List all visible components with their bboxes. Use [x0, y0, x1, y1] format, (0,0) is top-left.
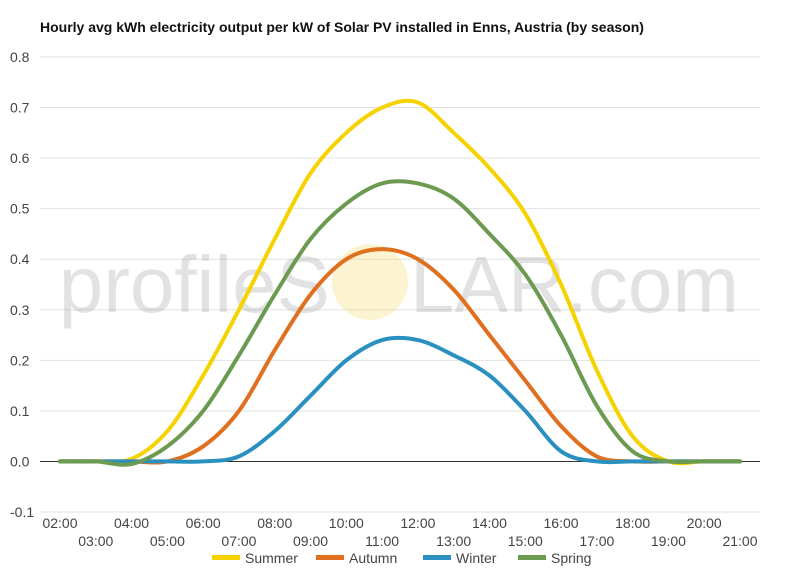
legend-swatch — [518, 555, 546, 560]
legend-item-winter: Winter — [423, 550, 497, 566]
y-tick-label: -0.1 — [10, 504, 34, 520]
x-tick-label: 09:00 — [293, 533, 328, 549]
x-tick-label: 21:00 — [722, 533, 757, 549]
legend-label: Spring — [551, 550, 591, 566]
watermark-sun-icon — [332, 244, 408, 320]
x-tick-label: 15:00 — [508, 533, 543, 549]
x-tick-label: 14:00 — [472, 515, 507, 531]
x-tick-label: 13:00 — [436, 533, 471, 549]
series-line-summer — [58, 98, 742, 466]
x-tick-label: 02:00 — [42, 515, 77, 531]
legend-swatch — [316, 555, 344, 560]
y-tick-label: 0.3 — [10, 302, 30, 318]
x-tick-label: 06:00 — [186, 515, 221, 531]
x-tick-label: 12:00 — [400, 515, 435, 531]
x-tick-label: 16:00 — [544, 515, 579, 531]
x-axis: 02:0003:0004:0005:0006:0007:0008:0009:00… — [42, 515, 757, 549]
chart-title: Hourly avg kWh electricity output per kW… — [40, 19, 644, 35]
x-tick-label: 04:00 — [114, 515, 149, 531]
series-line-winter — [58, 335, 742, 465]
x-tick-label: 03:00 — [78, 533, 113, 549]
y-tick-label: 0.7 — [10, 100, 30, 116]
legend: Summer Autumn Winter Spring — [212, 550, 591, 566]
legend-label: Winter — [456, 550, 497, 566]
y-axis: -0.1 0.0 0.1 0.2 0.3 0.4 0.5 0.6 0.7 0.8 — [10, 49, 34, 520]
y-tick-label: 0.6 — [10, 150, 30, 166]
legend-item-spring: Spring — [518, 550, 591, 566]
legend-item-summer: Summer — [212, 550, 298, 566]
x-tick-label: 07:00 — [221, 533, 256, 549]
series-lines — [58, 98, 742, 467]
x-tick-label: 10:00 — [329, 515, 364, 531]
y-tick-label: 0.8 — [10, 49, 30, 65]
x-tick-label: 17:00 — [579, 533, 614, 549]
y-tick-label: 0.2 — [10, 352, 30, 368]
y-tick-label: 0.1 — [10, 403, 30, 419]
legend-item-autumn: Autumn — [316, 550, 397, 566]
legend-label: Autumn — [349, 550, 397, 566]
series-line-spring — [58, 179, 742, 467]
legend-swatch — [423, 555, 451, 560]
y-tick-label: 0.4 — [10, 251, 30, 267]
x-tick-label: 05:00 — [150, 533, 185, 549]
y-tick-label: 0.0 — [10, 453, 30, 469]
y-tick-label: 0.5 — [10, 201, 30, 217]
x-tick-label: 19:00 — [651, 533, 686, 549]
x-tick-label: 18:00 — [615, 515, 650, 531]
grid-lines — [40, 56, 760, 513]
x-tick-label: 08:00 — [257, 515, 292, 531]
legend-swatch — [212, 555, 240, 560]
legend-label: Summer — [245, 550, 298, 566]
x-tick-label: 20:00 — [687, 515, 722, 531]
watermark-text-left: profileS — [59, 240, 330, 329]
x-tick-label: 11:00 — [365, 533, 399, 549]
